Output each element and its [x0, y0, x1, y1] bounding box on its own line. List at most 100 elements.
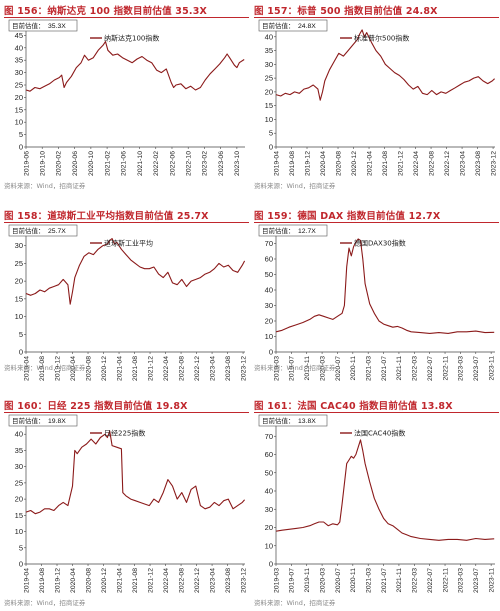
x-tick-label: 2022-07	[427, 356, 434, 381]
x-tick-label: 2022-11	[442, 568, 449, 593]
y-tick-label: 70	[265, 239, 273, 248]
chart-sp500: 0510152025303540452019-042019-082019-122…	[258, 19, 497, 176]
y-tick-label: 10	[265, 541, 273, 550]
x-tick-label: 2023-12	[240, 568, 247, 593]
series-line	[25, 430, 246, 515]
x-tick-label: 2019-07	[289, 356, 296, 381]
annotation-box	[8, 414, 78, 427]
x-tick-label: 2020-03	[319, 356, 326, 381]
x-tick-label: 2023-08	[225, 568, 232, 593]
title-rule	[254, 412, 499, 413]
y-tick-label: 10	[15, 527, 23, 536]
x-tick-label: 2020-07	[335, 568, 342, 593]
y-tick-label: 35	[15, 56, 23, 65]
x-tick-label: 2020-04	[320, 151, 327, 176]
x-tick-label: 2020-08	[85, 356, 92, 381]
source-note: 资料来源：Wind，招商证券	[4, 364, 86, 372]
title-rule	[4, 222, 249, 223]
y-tick-label: 40	[265, 286, 273, 295]
y-tick-label: 20	[15, 93, 23, 102]
x-tick-label: 2019-12	[54, 568, 61, 593]
series-line	[25, 238, 246, 305]
annotation-box	[258, 414, 328, 427]
x-tick-label: 2021-11	[396, 568, 403, 593]
y-tick-label: 20	[265, 523, 273, 532]
x-tick-label: 2021-04	[116, 356, 123, 381]
chart-dow: 051015202530352019-042019-082019-122020-…	[8, 224, 247, 381]
x-tick-label: 2022-11	[442, 356, 449, 381]
y-tick-label: 40	[265, 32, 273, 41]
y-tick-label: 25	[15, 81, 23, 90]
x-tick-label: 2019-08	[39, 356, 46, 381]
x-tick-label: 2019-04	[273, 151, 280, 176]
y-tick-label: 25	[15, 259, 23, 268]
x-tick-label: 2023-04	[459, 151, 466, 176]
x-tick-label: 2022-04	[163, 568, 170, 593]
x-tick-label: 2019-08	[39, 568, 46, 593]
x-tick-label: 2019-06	[23, 151, 30, 176]
x-tick-label: 2023-02	[202, 151, 209, 176]
chart-nikkei: 0510152025303540452019-042019-082019-122…	[8, 414, 247, 593]
title-rule	[254, 222, 499, 223]
x-tick-label: 2021-07	[381, 356, 388, 381]
x-tick-label: 2023-04	[209, 356, 216, 381]
x-tick-label: 2019-03	[273, 356, 280, 381]
x-tick-label: 2019-11	[304, 356, 311, 381]
y-tick-label: 25	[265, 74, 273, 83]
series-line	[275, 29, 495, 101]
legend-label: 日经225指数	[104, 429, 145, 438]
x-tick-label: 2022-12	[194, 568, 201, 593]
x-tick-label: 2021-03	[365, 568, 372, 593]
x-tick-label: 2021-12	[147, 356, 154, 381]
x-tick-label: 2021-08	[382, 151, 389, 176]
y-tick-label: 5	[19, 330, 23, 339]
y-tick-label: 0	[19, 348, 23, 357]
x-tick-label: 2020-10	[88, 151, 95, 176]
x-tick-label: 2021-02	[104, 151, 111, 176]
y-tick-label: 10	[265, 115, 273, 124]
chart-title: 图 161：法国 CAC40 指数目前估值 13.8X	[254, 401, 453, 412]
annotation-box	[258, 224, 328, 237]
y-tick-label: 30	[265, 301, 273, 310]
chart-title: 图 159：德国 DAX 指数目前估值 12.7X	[254, 211, 441, 222]
x-tick-label: 2021-06	[121, 151, 128, 176]
legend-label: 道琼斯工业平均	[104, 239, 153, 248]
x-tick-label: 2023-07	[473, 568, 480, 593]
source-note: 资料来源：Wind，招商证券	[254, 182, 336, 190]
x-tick-label: 2020-12	[351, 151, 358, 176]
annotation-label: 目前估值：	[12, 226, 45, 235]
x-tick-label: 2019-04	[23, 356, 30, 381]
y-tick-label: 35	[265, 46, 273, 55]
y-tick-label: 15	[15, 511, 23, 520]
x-tick-label: 2020-11	[350, 568, 357, 593]
source-note: 资料来源：Wind，招商证券	[4, 182, 86, 190]
x-tick-label: 2023-04	[209, 568, 216, 593]
x-tick-label: 2021-12	[147, 568, 154, 593]
x-tick-label: 2021-08	[132, 356, 139, 381]
y-tick-label: 50	[265, 468, 273, 477]
annotation-label: 目前估值：	[262, 21, 295, 30]
annotation-box	[258, 19, 328, 32]
x-tick-label: 2021-04	[366, 151, 373, 176]
x-tick-label: 2019-12	[54, 356, 61, 381]
x-tick-label: 2020-07	[335, 356, 342, 381]
y-tick-label: 0	[19, 143, 23, 152]
x-tick-label: 2020-11	[350, 356, 357, 381]
x-tick-label: 2023-03	[458, 356, 465, 381]
x-tick-label: 2019-10	[40, 151, 47, 176]
y-tick-label: 40	[15, 43, 23, 52]
y-tick-label: 30	[15, 68, 23, 77]
x-tick-label: 2022-02	[153, 151, 160, 176]
x-tick-label: 2023-03	[458, 568, 465, 593]
title-rule	[4, 17, 249, 18]
chart-title: 图 157：标普 500 指数目前估值 24.8X	[254, 6, 438, 17]
y-tick-label: 0	[269, 143, 273, 152]
y-tick-label: 30	[15, 241, 23, 250]
y-tick-label: 5	[19, 543, 23, 552]
y-tick-label: 60	[265, 450, 273, 459]
annotation-value: 12.7X	[298, 228, 316, 235]
x-tick-label: 2019-03	[273, 568, 280, 593]
x-tick-label: 2022-08	[428, 151, 435, 176]
chart-panel-nasdaq100: 图 156：纳斯达克 100 指数目前估值 35.3X 0 5 10 15 20 25 30…	[4, 3, 249, 191]
